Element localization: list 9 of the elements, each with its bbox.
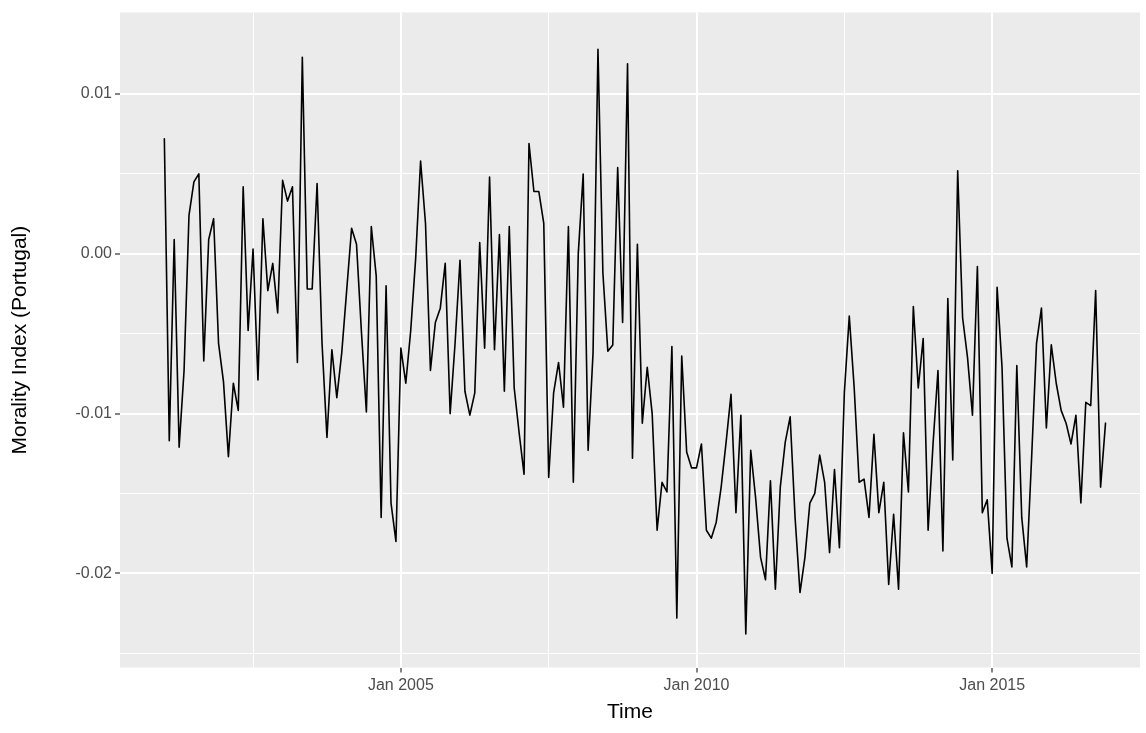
x-tick-label: Jan 2015	[959, 675, 1026, 693]
y-tick-label: -0.02	[75, 563, 113, 581]
y-axis-title: Morality Index (Portugal)	[7, 225, 31, 455]
x-tick-label: Jan 2005	[367, 675, 434, 693]
y-tick-label: -0.01	[75, 403, 113, 421]
x-axis-title: Time	[607, 699, 653, 723]
x-tick-label: Jan 2010	[663, 675, 730, 693]
y-tick-label: 0.00	[80, 244, 113, 262]
y-tick-label: 0.01	[80, 84, 113, 102]
